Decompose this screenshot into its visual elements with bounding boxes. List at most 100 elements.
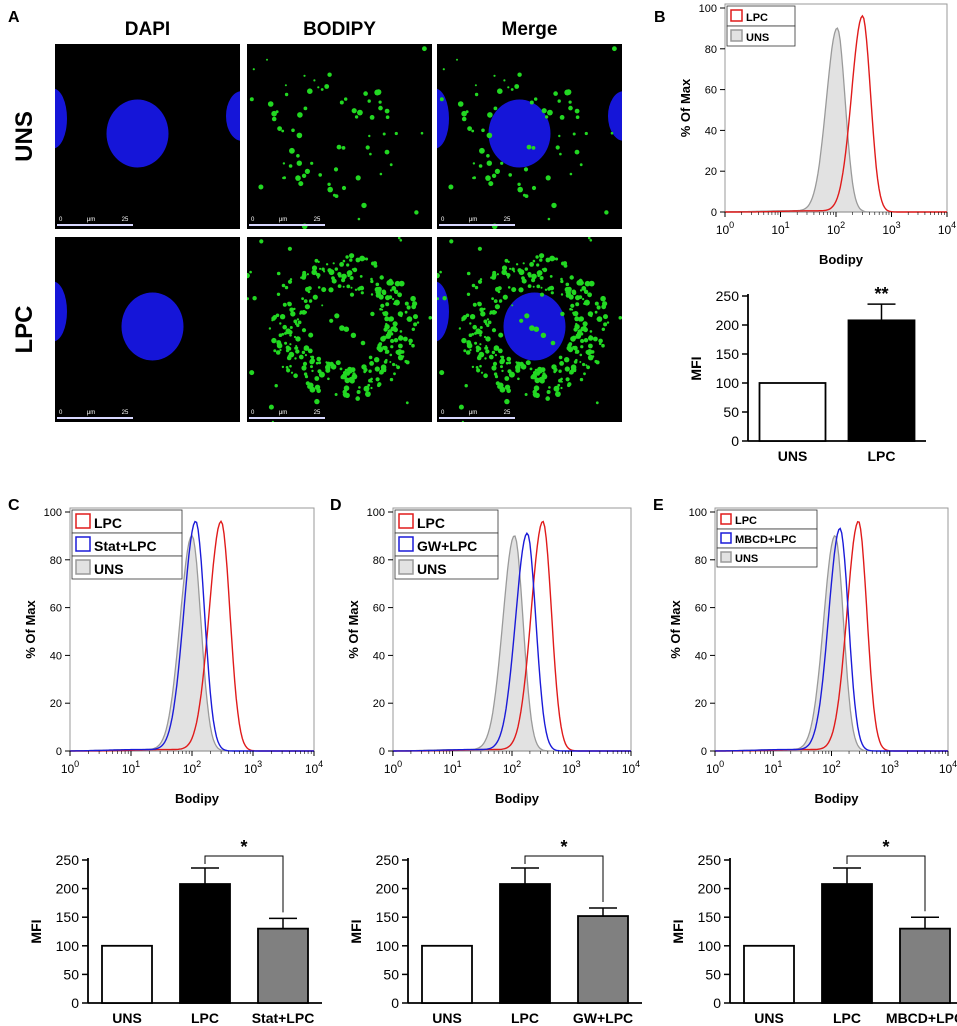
lipid-droplet [355, 396, 361, 401]
x-tick-label-uns: UNS [112, 1010, 142, 1026]
lipid-droplet [506, 273, 511, 278]
lipid-droplet [493, 299, 498, 303]
lipid-droplet [275, 110, 279, 114]
series-curve-lpc [725, 14, 947, 213]
lipid-droplet [282, 324, 288, 330]
lipid-droplet [485, 349, 490, 354]
lipid-droplet [541, 268, 545, 271]
lipid-droplet [303, 299, 308, 303]
lipid-droplet [550, 291, 554, 295]
lipid-droplet [495, 381, 500, 386]
y-axis-label: % Of Max [23, 599, 38, 658]
lipid-droplet [301, 173, 307, 178]
lipid-droplet [383, 327, 388, 332]
lipid-droplet [389, 353, 393, 357]
lipid-droplet [517, 186, 523, 193]
lipid-droplet [388, 316, 394, 322]
x-tick-base: 10 [443, 762, 457, 776]
series-curve-mbcd-lpc [715, 527, 948, 752]
bar-uns [743, 944, 795, 1004]
lipid-droplet [363, 91, 368, 96]
lipid-droplet [581, 286, 587, 291]
lipid-droplet [281, 129, 285, 133]
x-tick-label-lpc: LPC [833, 1010, 861, 1026]
lipid-droplet [284, 84, 287, 87]
scale-zero: 0 [59, 217, 63, 223]
lipid-droplet [350, 377, 354, 381]
x-tick-label: 101 [771, 220, 789, 237]
lipid-droplet [536, 284, 541, 289]
bar-chart-d-bar: 0 50 100 150 200 250 UNS LPC GW+LPC MFI * [348, 837, 642, 1026]
nucleus-edge [55, 281, 67, 342]
lipid-droplet [325, 364, 331, 371]
significance-marker: * [560, 837, 567, 857]
lipid-droplet [321, 267, 325, 271]
y-tick-label: 0 [711, 207, 717, 219]
y-axis-label: MFI [28, 919, 44, 943]
nucleus-edge [437, 88, 449, 149]
lipid-droplet [397, 311, 404, 317]
lipid-droplet [539, 276, 544, 280]
lipid-droplet [504, 398, 510, 405]
y-tick-label: 250 [698, 852, 722, 868]
y-tick-label: 50 [705, 966, 721, 982]
lipid-droplet [287, 301, 292, 307]
lipid-droplet [305, 381, 310, 386]
lipid-droplet [301, 275, 307, 280]
lipid-droplet [293, 373, 298, 379]
lipid-droplet [504, 376, 510, 381]
lipid-droplet [570, 303, 575, 308]
lipid-droplet [378, 292, 381, 296]
nucleus [488, 99, 551, 168]
lipid-droplet [507, 86, 510, 89]
lipid-droplet [279, 322, 282, 325]
lipid-droplet [479, 147, 485, 154]
lipid-droplet [500, 358, 505, 364]
lipid-droplet [328, 287, 334, 293]
scale-value: 25 [122, 217, 129, 223]
y-tick-label: 50 [383, 966, 399, 982]
lipid-droplet [377, 346, 384, 353]
lipid-droplet [468, 333, 473, 338]
x-tick-exponent: 0 [729, 220, 734, 230]
lipid-droplet [372, 261, 378, 266]
lipid-droplet [385, 115, 390, 119]
x-axis-label: Bodipy [814, 791, 859, 806]
lipid-droplet [390, 339, 395, 343]
lipid-droplet [513, 270, 516, 273]
scale-unit: μm [469, 217, 477, 223]
lipid-droplet [515, 364, 521, 371]
lipid-droplet [558, 369, 562, 373]
lipid-droplet [289, 334, 292, 337]
lipid-droplet [346, 284, 351, 289]
x-tick-exponent: 3 [257, 759, 262, 769]
lipid-droplet [491, 173, 497, 178]
legend-label-lpc: LPC [746, 12, 768, 24]
legend-swatch-mbcd-lpc [720, 532, 732, 544]
lipid-droplet [499, 386, 506, 393]
lipid-droplet [277, 126, 282, 131]
lipid-droplet [404, 310, 408, 314]
micrograph-lpc-dapi: 0 μm 25 [55, 237, 240, 422]
panel-letter-e: E [653, 497, 664, 514]
lipid-droplet [529, 325, 535, 331]
lipid-droplet [356, 390, 361, 394]
scale-value: 25 [122, 410, 129, 416]
lipid-droplet [411, 327, 415, 331]
lipid-droplet [281, 332, 285, 336]
lipid-droplet [347, 274, 351, 277]
scale-zero: 0 [441, 410, 445, 416]
lipid-droplet [354, 115, 359, 119]
scale-unit: μm [87, 410, 95, 416]
lipid-droplet [531, 274, 535, 278]
lipid-droplet [553, 385, 560, 392]
lipid-droplet [391, 286, 397, 291]
lipid-droplet [247, 297, 249, 301]
x-tick-label-lpc: LPC [511, 1010, 539, 1026]
y-tick-label: 40 [373, 650, 385, 662]
lipid-droplet [505, 361, 509, 365]
lipid-droplet [291, 128, 295, 133]
lipid-droplet [393, 372, 396, 376]
